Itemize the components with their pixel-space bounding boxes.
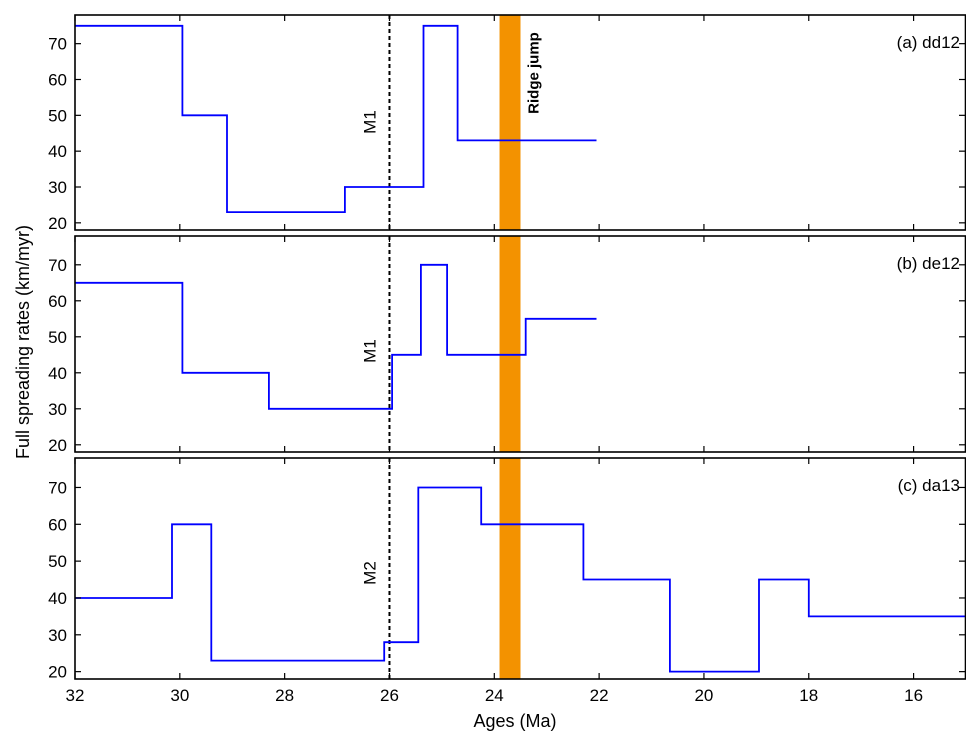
ridge-jump-band bbox=[499, 458, 521, 679]
y-tick-label: 30 bbox=[48, 626, 67, 645]
ridge-jump-band bbox=[499, 236, 521, 452]
x-tick-label: 18 bbox=[799, 686, 818, 705]
y-tick-label: 40 bbox=[48, 142, 67, 161]
y-tick-label: 20 bbox=[48, 214, 67, 233]
y-tick-label: 50 bbox=[48, 328, 67, 347]
y-tick-label: 60 bbox=[48, 292, 67, 311]
y-tick-label: 20 bbox=[48, 663, 67, 682]
x-axis-title: Ages (Ma) bbox=[473, 711, 556, 731]
y-tick-label: 40 bbox=[48, 364, 67, 383]
x-tick-label: 24 bbox=[485, 686, 504, 705]
panel-label: (b) de12 bbox=[897, 254, 960, 273]
panel-label: (a) dd12 bbox=[897, 33, 960, 52]
x-tick-label: 28 bbox=[275, 686, 294, 705]
y-tick-label: 70 bbox=[48, 35, 67, 54]
step-series-line bbox=[75, 24, 597, 213]
y-tick-label: 40 bbox=[48, 589, 67, 608]
marker-label: M1 bbox=[360, 339, 379, 363]
y-tick-label: 20 bbox=[48, 436, 67, 455]
y-tick-label: 70 bbox=[48, 478, 67, 497]
y-tick-label: 50 bbox=[48, 106, 67, 125]
panel-3: 20 30 40 50 60 70 (c) da13 M2 bbox=[48, 457, 966, 682]
panel-label: (c) da13 bbox=[898, 476, 960, 495]
panel-2: 20 30 40 50 60 70 (b) de12 M1 bbox=[48, 235, 966, 455]
marker-label: M1 bbox=[360, 110, 379, 134]
y-tick-label: 60 bbox=[48, 515, 67, 534]
y-tick-label: 50 bbox=[48, 552, 67, 571]
ridge-jump-band bbox=[499, 15, 521, 230]
y-tick-label: 30 bbox=[48, 178, 67, 197]
marker-label: M2 bbox=[360, 561, 379, 585]
x-tick-label: 32 bbox=[66, 686, 85, 705]
step-series-line bbox=[75, 263, 597, 410]
x-tick-label: 20 bbox=[694, 686, 713, 705]
x-tick-label: 26 bbox=[380, 686, 399, 705]
panel-1: 20 30 40 50 60 70 (a) dd12 M1 Ridge jump bbox=[48, 14, 966, 233]
y-tick-label: 70 bbox=[48, 256, 67, 275]
step-series-line bbox=[75, 486, 966, 673]
y-axis-title: Full spreading rates (km/myr) bbox=[13, 225, 33, 459]
y-tick-label: 30 bbox=[48, 400, 67, 419]
x-tick-label: 22 bbox=[590, 686, 609, 705]
y-tick-label: 60 bbox=[48, 71, 67, 90]
ridge-jump-label: Ridge jump bbox=[526, 32, 543, 114]
panels-layer: 20 30 40 50 60 70 (a) dd12 M1 Ridge jump 20 30 40 50… bbox=[48, 14, 966, 705]
x-tick-label: 30 bbox=[170, 686, 189, 705]
x-tick-label: 16 bbox=[904, 686, 923, 705]
